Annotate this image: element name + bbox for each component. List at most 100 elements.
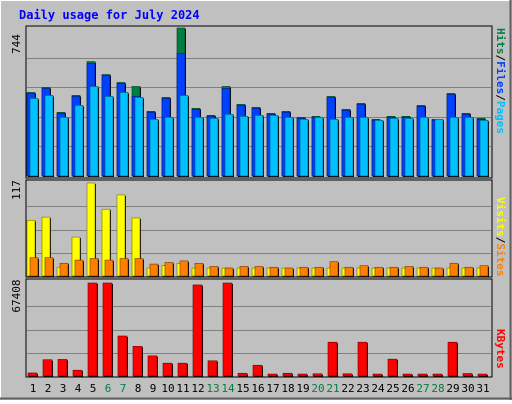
legend-kbytes: KBytes xyxy=(494,329,507,369)
x-axis-day-label: 7 xyxy=(120,382,127,395)
x-axis-day-label: 17 xyxy=(266,382,279,395)
legend-files: Files xyxy=(494,61,507,94)
x-axis-day-label: 5 xyxy=(90,382,97,395)
x-axis-day-label: 27 xyxy=(416,382,429,395)
x-axis-day-label: 2 xyxy=(45,382,52,395)
x-axis-day-label: 29 xyxy=(446,382,459,395)
pages-bar xyxy=(479,120,489,177)
sites-bar xyxy=(179,260,189,277)
legend-separator: / xyxy=(494,94,507,101)
x-axis-day-label: 26 xyxy=(401,382,414,395)
kbytes-bar xyxy=(207,360,218,377)
x-axis-day-label: 8 xyxy=(135,382,142,395)
x-axis-day-label: 12 xyxy=(191,382,204,395)
kbytes-bar xyxy=(102,282,113,377)
sites-bar xyxy=(254,266,264,277)
kbytes-bar xyxy=(357,341,368,377)
kbytes-bar xyxy=(237,372,248,377)
x-axis-day-label: 23 xyxy=(356,382,369,395)
pages-bar xyxy=(194,117,204,177)
legend-panel2: Visits/Sites xyxy=(494,197,507,277)
x-axis-day-label: 10 xyxy=(161,382,174,395)
pages-bar xyxy=(209,118,219,177)
legend-visits: Visits xyxy=(494,197,507,237)
pages-bar xyxy=(134,97,144,177)
kbytes-bar xyxy=(27,372,38,377)
x-axis-day-label: 18 xyxy=(281,382,294,395)
sites-bar xyxy=(389,266,399,277)
x-axis-day-label: 11 xyxy=(176,382,189,395)
sites-bar xyxy=(314,266,324,277)
panel1-y-max-label: 744 xyxy=(10,34,23,54)
x-axis-day-label: 25 xyxy=(386,382,399,395)
sites-bar xyxy=(209,266,219,277)
kbytes-bar xyxy=(372,373,383,377)
kbytes-bar xyxy=(312,373,323,377)
legend-separator: / xyxy=(494,55,507,62)
kbytes-bar xyxy=(402,373,413,377)
sites-bar xyxy=(284,267,294,277)
pages-bar xyxy=(44,95,54,177)
pages-bar xyxy=(344,117,354,177)
sites-bar xyxy=(74,259,84,277)
kbytes-bar xyxy=(267,373,278,377)
legend-panel1: Hits/Files/Pages xyxy=(494,28,507,134)
legend-hits: Hits xyxy=(494,28,507,55)
x-axis-day-label: 13 xyxy=(206,382,219,395)
pages-bar xyxy=(464,117,474,177)
pages-bar xyxy=(74,105,84,177)
sites-bar xyxy=(134,258,144,277)
pages-bar xyxy=(149,119,159,177)
panel2-y-max-label: 117 xyxy=(10,180,23,200)
x-axis-day-label: 30 xyxy=(461,382,474,395)
legend-pages: Pages xyxy=(494,101,507,134)
sites-bar xyxy=(464,266,474,277)
pages-bar xyxy=(224,114,234,177)
sites-bar xyxy=(434,267,444,277)
pages-bar xyxy=(419,117,429,177)
kbytes-bar xyxy=(342,373,353,377)
kbytes-bar xyxy=(57,359,68,377)
kbytes-bar xyxy=(192,284,203,377)
chart-title: Daily usage for July 2024 xyxy=(19,8,200,22)
sites-bar xyxy=(239,266,249,277)
chart-bars xyxy=(26,27,489,377)
kbytes-bar xyxy=(432,373,443,377)
kbytes-bar xyxy=(132,346,143,377)
sites-bar xyxy=(119,258,129,277)
kbytes-bar xyxy=(417,373,428,377)
sites-bar xyxy=(404,266,414,277)
kbytes-bar xyxy=(147,355,158,377)
sites-bar xyxy=(104,259,114,277)
kbytes-bar xyxy=(282,372,293,377)
pages-bar xyxy=(119,92,129,177)
sites-bar xyxy=(479,265,489,277)
sites-bar xyxy=(29,257,39,277)
pages-bar xyxy=(299,119,309,177)
x-axis-day-label: 24 xyxy=(371,382,385,395)
kbytes-bar xyxy=(327,341,338,377)
pages-bar xyxy=(374,120,384,177)
pages-bar xyxy=(89,86,99,177)
kbytes-bar xyxy=(477,373,488,377)
pages-bar xyxy=(239,116,249,177)
x-axis-day-label: 19 xyxy=(296,382,309,395)
x-axis-day-label: 20 xyxy=(311,382,324,395)
kbytes-bar xyxy=(462,373,473,377)
sites-bar xyxy=(329,261,339,277)
pages-bar xyxy=(284,117,294,177)
pages-bar xyxy=(329,119,339,177)
kbytes-bar xyxy=(87,282,98,377)
sites-bar xyxy=(269,266,279,277)
sites-bar xyxy=(59,262,69,277)
x-axis-day-labels: 1 2 3 4 5 6 7 8 9 10 11 12 13 14 15 16 17 18 19 20 21 22 23 24 2… xyxy=(30,382,490,395)
x-axis-day-label: 28 xyxy=(431,382,444,395)
sites-bar xyxy=(449,262,459,277)
pages-bar xyxy=(179,95,189,177)
sites-bar xyxy=(299,266,309,277)
pages-bar xyxy=(269,115,279,177)
pages-bar xyxy=(314,117,324,177)
kbytes-bar xyxy=(72,369,83,377)
pages-bar xyxy=(164,117,174,177)
